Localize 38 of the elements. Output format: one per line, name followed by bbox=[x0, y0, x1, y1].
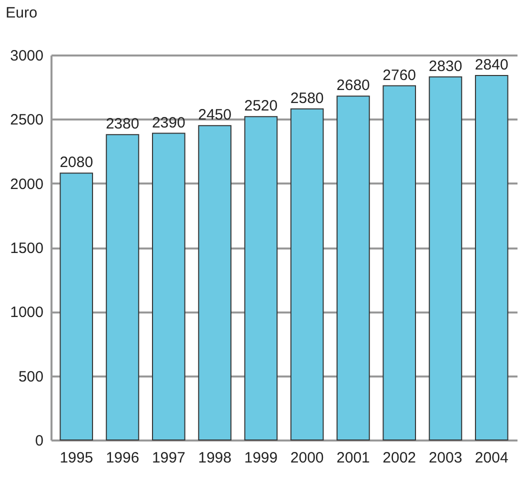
bar bbox=[428, 76, 462, 440]
x-tick-label: 2000 bbox=[290, 450, 324, 466]
bar bbox=[60, 172, 94, 440]
bar bbox=[244, 116, 278, 440]
bar bbox=[474, 75, 508, 440]
bar bbox=[198, 125, 232, 440]
x-tick-label: 2004 bbox=[474, 450, 508, 466]
bar bbox=[106, 134, 140, 440]
y-tick-label: 1500 bbox=[10, 240, 44, 257]
data-label: 2580 bbox=[290, 90, 324, 107]
data-label: 2830 bbox=[428, 58, 462, 75]
data-label: 2450 bbox=[198, 106, 232, 124]
x-tick-label: 1996 bbox=[106, 450, 140, 466]
y-tick-label: 1000 bbox=[10, 304, 44, 322]
data-label: 2840 bbox=[474, 56, 508, 74]
data-label: 2080 bbox=[60, 154, 94, 172]
x-tick-label: 2002 bbox=[382, 450, 416, 466]
y-tick-label: 3000 bbox=[10, 48, 44, 64]
bar bbox=[290, 108, 324, 440]
y-axis-title: Euro bbox=[6, 4, 38, 22]
bar bbox=[336, 96, 370, 440]
y-tick-label: 500 bbox=[18, 368, 44, 386]
bar bbox=[152, 132, 186, 440]
y-tick-label: 2000 bbox=[10, 176, 44, 193]
x-tick-label: 2003 bbox=[428, 450, 462, 466]
data-label: 2760 bbox=[382, 66, 416, 84]
x-tick-label: 1998 bbox=[198, 450, 232, 466]
data-label: 2390 bbox=[152, 114, 186, 132]
x-tick-label: 1995 bbox=[60, 450, 94, 466]
y-tick-label: 0 bbox=[35, 432, 44, 450]
data-label: 2680 bbox=[336, 77, 370, 94]
x-tick-label: 1999 bbox=[244, 450, 278, 466]
x-tick-label: 1997 bbox=[152, 450, 186, 466]
y-tick-label: 2500 bbox=[10, 112, 44, 129]
bar bbox=[382, 85, 416, 440]
x-tick-label: 2001 bbox=[336, 450, 370, 466]
data-label: 2520 bbox=[244, 98, 278, 115]
data-label: 2380 bbox=[106, 116, 140, 133]
